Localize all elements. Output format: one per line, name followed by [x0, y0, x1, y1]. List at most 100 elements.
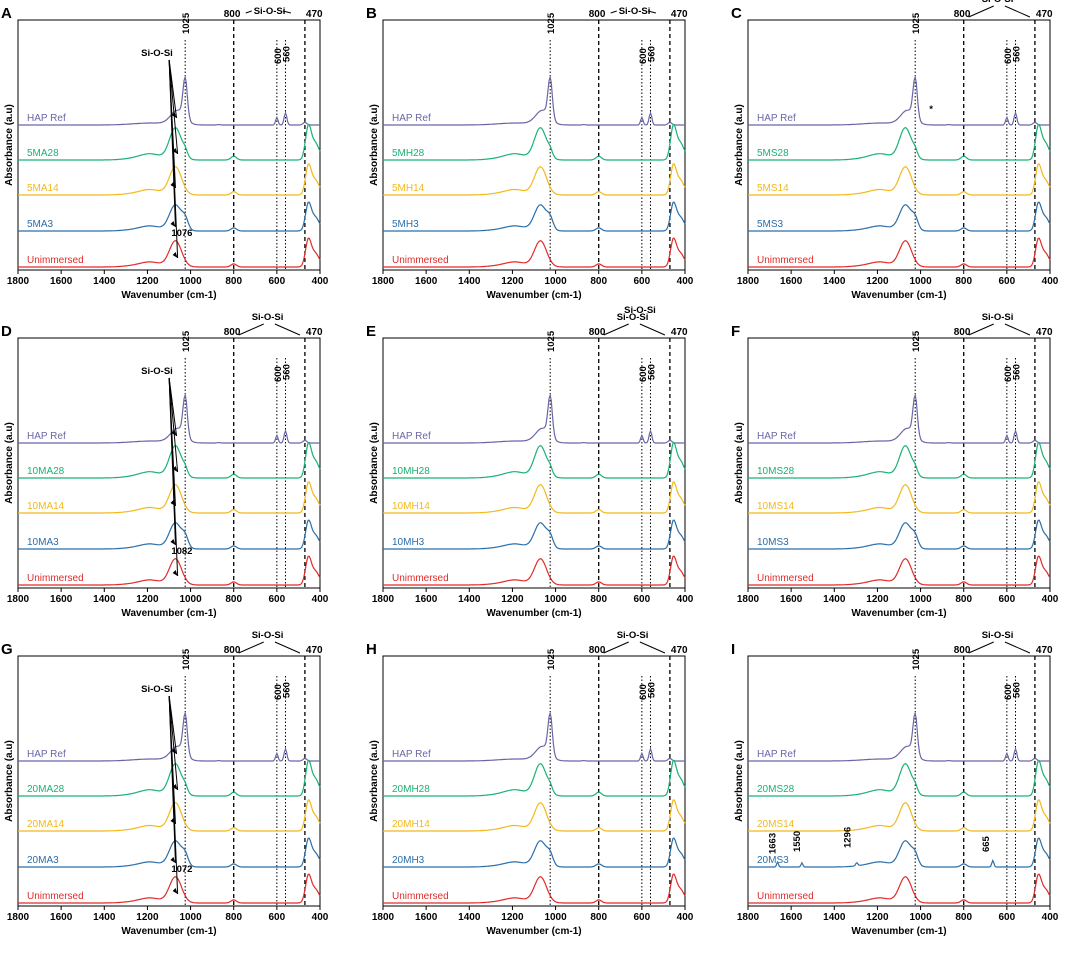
x-tick-label: 400 [677, 594, 694, 605]
sio-arrowhead-4 [172, 252, 178, 258]
series-line-hap-ref [383, 394, 685, 444]
series-label: 10MA14 [27, 501, 65, 512]
plot-frame [17, 655, 321, 907]
x-axis-label: Wavenumber (cm-1) [486, 608, 581, 619]
series-line-10mh3 [383, 519, 686, 550]
x-tick-label: 1400 [823, 594, 846, 605]
series-line-hap-ref [18, 394, 320, 444]
x-tick-label: 800 [225, 276, 242, 287]
sio-arrowhead-1 [172, 784, 178, 790]
series-line-10ms3 [748, 519, 1051, 550]
sio-arrowhead-4 [172, 570, 178, 576]
panel-g: G HAP Ref 20MA28 20MA14 20MA3 Unimmersed 1025 6… [1, 630, 329, 937]
series-line-5ma14 [18, 163, 321, 196]
x-tick-label: 1600 [415, 276, 438, 287]
series-label: 20MA14 [27, 819, 65, 830]
x-tick-label: 800 [225, 912, 242, 923]
series-label: 20MS14 [757, 819, 795, 830]
sio-arrow-1 [168, 377, 179, 473]
peak-label-2: 560 [1011, 46, 1022, 62]
x-tick-label: 600 [634, 594, 651, 605]
series-label: 20MA3 [27, 855, 59, 866]
sio-arrowhead-3 [170, 221, 176, 227]
top-label-800: 800 [954, 9, 971, 20]
top-label-800: 800 [954, 327, 971, 338]
top-label-sio: Si-O-Si [982, 630, 1014, 641]
peak-label-1: 600 [638, 366, 649, 382]
panel-e: E HAP Ref 10MH28 10MH14 10MH3 Unimmersed 1025 6… [366, 312, 694, 619]
series-label: Unimmersed [757, 573, 814, 584]
top-label-800: 800 [224, 9, 241, 20]
x-tick-label: 1000 [544, 276, 567, 287]
arrow-to-470 [639, 641, 666, 654]
top-label-sio: Si-O-Si [617, 312, 649, 323]
series-line-20ma3 [18, 837, 321, 868]
arrow-to-470 [1004, 323, 1031, 336]
series-line-10ma28 [18, 441, 321, 479]
top-label-800: 800 [589, 327, 606, 338]
series-label: HAP Ref [392, 113, 431, 124]
x-tick-label: 1400 [93, 594, 116, 605]
panel-letter: I [731, 641, 735, 658]
x-axis-label: Wavenumber (cm-1) [486, 926, 581, 937]
x-axis-label: Wavenumber (cm-1) [121, 926, 216, 937]
series-label: 10MH14 [392, 501, 430, 512]
series-label: 5MA3 [27, 219, 54, 230]
x-tick-label: 1800 [372, 594, 395, 605]
top-label-sio: Si-O-Si [619, 6, 651, 17]
sio-arrowhead-1 [172, 466, 178, 472]
x-tick-label: 800 [955, 912, 972, 923]
top-label-470: 470 [306, 645, 323, 656]
arrow-to-800 [603, 641, 629, 654]
x-tick-label: 1400 [823, 276, 846, 287]
x-tick-label: 1000 [179, 594, 202, 605]
arrow-to-800 [245, 10, 252, 14]
series-label: 20MH3 [392, 855, 425, 866]
series-label: HAP Ref [27, 113, 66, 124]
x-axis-label: Wavenumber (cm-1) [486, 290, 581, 301]
x-tick-label: 800 [590, 594, 607, 605]
x-tick-label: 600 [634, 276, 651, 287]
sio-arrowhead-3 [170, 539, 176, 545]
peak-label-1: 600 [273, 48, 284, 64]
sio-arrowhead-1 [172, 148, 178, 154]
y-axis-label: Absorbance (a.u) [734, 104, 745, 186]
x-tick-label: 400 [1042, 594, 1059, 605]
x-tick-label: 400 [1042, 276, 1059, 287]
series-label: 20MA28 [27, 784, 65, 795]
x-tick-label: 1800 [737, 912, 760, 923]
series-line-hap-ref [18, 712, 320, 762]
series-line-5ma3 [18, 201, 321, 232]
plot-frame [382, 19, 686, 271]
peak-label-0: 1025 [181, 330, 192, 352]
series-line-unimmersed [748, 873, 1051, 904]
top-label-sio: Si-O-Si [254, 6, 286, 17]
x-tick-label: 1400 [458, 594, 481, 605]
series-line-unimmersed [383, 555, 686, 586]
x-tick-label: 1800 [7, 276, 30, 287]
x-tick-label: 1000 [179, 276, 202, 287]
panel-letter: D [1, 323, 12, 340]
arrow-to-470 [1004, 641, 1031, 654]
series-line-10ma3 [18, 519, 321, 550]
peak-label-2: 560 [1011, 364, 1022, 380]
x-tick-label: 600 [999, 594, 1016, 605]
series-label: 5MA28 [27, 148, 59, 159]
extra-peak-label-2: 1296 [843, 827, 854, 848]
peak-label-2: 560 [281, 46, 292, 62]
x-tick-label: 1600 [415, 912, 438, 923]
x-tick-label: 1200 [501, 912, 524, 923]
sio-arrow-1 [168, 59, 179, 155]
arrow-to-800 [238, 323, 264, 336]
x-tick-label: 1600 [50, 912, 73, 923]
series-line-unimmersed [748, 555, 1051, 586]
peak-label-1: 600 [1003, 684, 1014, 700]
series-line-20ms28 [748, 759, 1051, 797]
x-axis-label: Wavenumber (cm-1) [851, 290, 946, 301]
series-label: 10MA3 [27, 537, 59, 548]
series-label: 5MS3 [757, 219, 784, 230]
series-label: HAP Ref [27, 431, 66, 442]
x-tick-label: 400 [312, 594, 329, 605]
